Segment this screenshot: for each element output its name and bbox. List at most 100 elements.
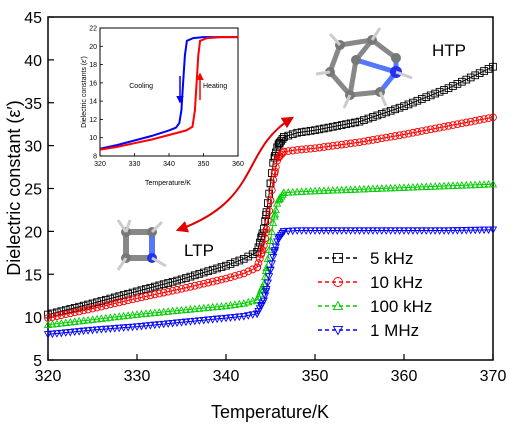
data-point [399, 183, 409, 191]
data-point [213, 276, 221, 285]
data-point [390, 227, 400, 235]
data-point [373, 184, 382, 192]
data-point [115, 312, 124, 320]
data-point [435, 87, 444, 96]
data-point [150, 290, 159, 299]
data-point [409, 128, 417, 137]
data-point [132, 323, 142, 331]
data-point [263, 279, 272, 288]
data-point [368, 227, 378, 235]
data-point [337, 185, 346, 194]
data-point [119, 291, 128, 299]
data-point [350, 185, 360, 193]
data-point [449, 82, 457, 90]
data-point [439, 227, 449, 235]
data-point [399, 227, 409, 235]
inset-cooling-label: Cooling [129, 83, 153, 90]
data-point [92, 326, 102, 334]
data-point [57, 318, 66, 327]
data-point [101, 295, 110, 304]
data-point [123, 311, 133, 319]
htp-label: HTP [432, 41, 466, 60]
data-point [444, 227, 453, 235]
htp-molecule-image [315, 27, 413, 109]
data-point [466, 180, 475, 189]
data-point [320, 143, 328, 151]
data-point [263, 254, 272, 262]
data-point [364, 114, 373, 123]
data-point [124, 296, 132, 305]
data-point [248, 311, 257, 319]
data-point [449, 121, 457, 129]
data-point [484, 226, 493, 235]
data-point [333, 122, 342, 130]
data-point [230, 313, 240, 322]
data-point [346, 139, 355, 148]
data-point [101, 313, 111, 322]
data-point [315, 227, 324, 235]
data-point [208, 316, 217, 324]
data-point [213, 264, 221, 273]
data-point [261, 234, 270, 243]
x-tick-label: 320 [35, 368, 62, 385]
data-point [101, 325, 111, 334]
legend-item: 100 kHz [318, 297, 432, 316]
data-point [66, 317, 75, 326]
data-point [297, 128, 306, 136]
inset-x-tick-label: 330 [129, 161, 141, 168]
data-point [230, 300, 240, 308]
data-point [311, 144, 319, 153]
data-point [106, 325, 115, 333]
data-point [360, 116, 368, 124]
data-point [259, 297, 268, 306]
data-point [221, 301, 231, 310]
data-point [168, 319, 177, 328]
data-point [466, 73, 475, 82]
data-point [70, 317, 79, 325]
data-point [440, 122, 448, 131]
legend-item: 5 kHz [318, 249, 413, 268]
data-point [106, 294, 115, 303]
data-point [453, 120, 462, 129]
data-point [173, 276, 181, 285]
data-point [439, 181, 449, 190]
inset-x-tick-label: 350 [198, 161, 210, 168]
data-point [391, 105, 399, 114]
data-point [341, 227, 351, 235]
inset-series-group [99, 36, 238, 151]
data-point [359, 184, 369, 193]
data-point [265, 273, 274, 281]
data-point [324, 123, 333, 132]
data-point [128, 310, 137, 319]
data-point [458, 77, 466, 86]
data-point [333, 253, 343, 263]
data-point [444, 122, 453, 130]
data-point [364, 184, 373, 193]
data-point [248, 265, 257, 274]
data-point [186, 305, 195, 313]
data-point [79, 306, 88, 315]
data-point [306, 227, 315, 235]
data-point [217, 302, 226, 310]
data-point [355, 185, 364, 193]
data-point [150, 321, 159, 330]
data-point [159, 307, 168, 316]
data-point [351, 138, 359, 147]
data-point [92, 314, 102, 323]
inset-x-tick-label: 320 [94, 161, 106, 168]
data-point [475, 180, 484, 188]
data-point [471, 180, 480, 189]
data-point [368, 184, 378, 193]
data-point [217, 263, 226, 271]
data-point [244, 312, 253, 320]
data-point [115, 292, 124, 301]
data-point [123, 324, 133, 332]
data-point [142, 292, 150, 301]
data-point [341, 185, 351, 194]
data-point [426, 125, 435, 134]
data-point [271, 243, 281, 252]
data-point [297, 227, 306, 235]
data-point [253, 263, 262, 272]
data-point [333, 277, 343, 287]
data-point [146, 322, 155, 330]
